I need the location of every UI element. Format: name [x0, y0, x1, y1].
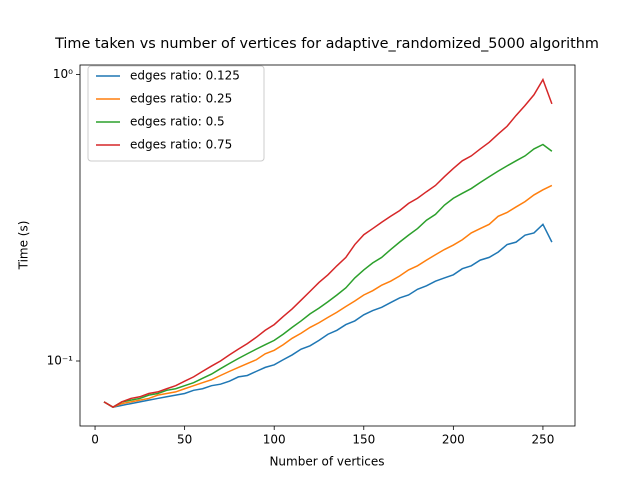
- legend-label: edges ratio: 0.75: [130, 138, 232, 152]
- chart-title: Time taken vs number of vertices for ada…: [54, 36, 599, 52]
- x-tick-label: 0: [91, 433, 99, 447]
- x-axis-label: Number of vertices: [269, 455, 384, 469]
- legend-label: edges ratio: 0.125: [130, 69, 240, 83]
- y-tick-label: 10⁻¹: [47, 353, 74, 367]
- legend-label: edges ratio: 0.25: [130, 92, 232, 106]
- y-tick-label: 10⁰: [53, 67, 73, 81]
- x-tick-label: 100: [263, 433, 286, 447]
- series-line: [103, 223, 553, 408]
- x-tick-label: 50: [177, 433, 192, 447]
- series-line: [103, 143, 553, 409]
- series-line: [103, 77, 553, 409]
- legend-box: [87, 65, 265, 162]
- x-tick-label: 150: [352, 433, 375, 447]
- plot-frame: [79, 64, 576, 427]
- series-line: [103, 184, 553, 408]
- x-tick-label: 250: [531, 433, 554, 447]
- legend-label: edges ratio: 0.5: [130, 115, 225, 129]
- y-axis-label: Time (s): [17, 221, 31, 271]
- x-tick-label: 200: [442, 433, 465, 447]
